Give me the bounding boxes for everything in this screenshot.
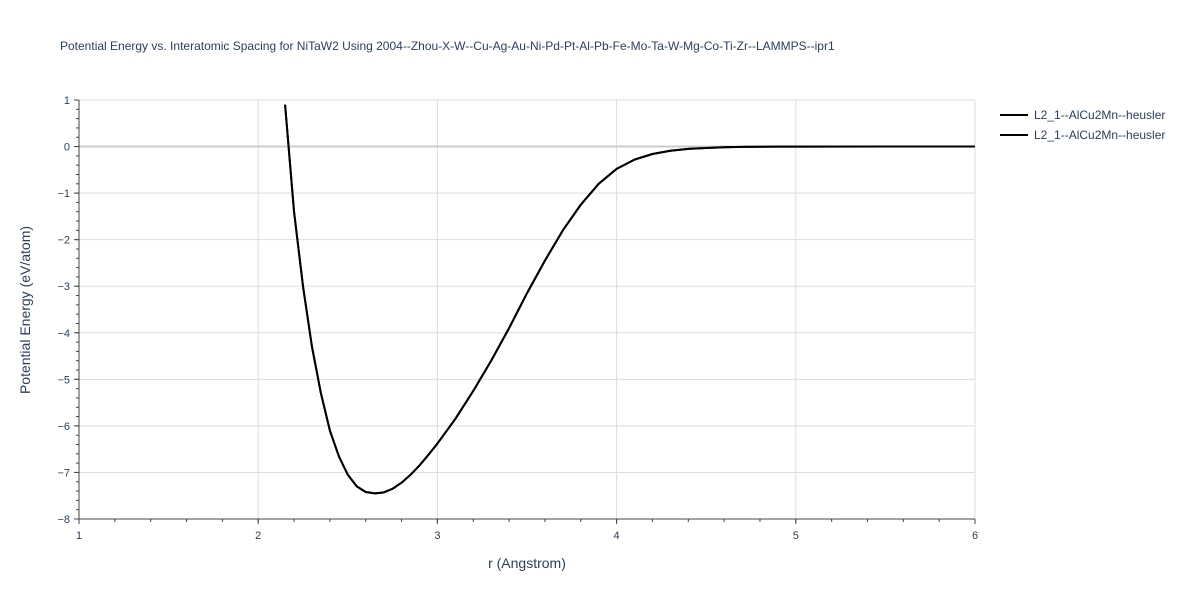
- y-tick-label: 1: [64, 95, 70, 107]
- legend-label-2: L2_1--AlCu2Mn--heusler: [1034, 128, 1165, 142]
- y-tick-label: −7: [57, 467, 70, 479]
- series-line-2: [284, 104, 975, 495]
- axes-layer: 1 2 3 4 5 6 1 0 −1 −2 −3 −4 −5 −6 −7 −8: [57, 95, 978, 542]
- x-tick-label: 1: [76, 530, 82, 542]
- x-axis-title: r (Angstrom): [488, 555, 566, 571]
- y-tick-label: −8: [57, 514, 70, 526]
- legend: L2_1--AlCu2Mn--heusler L2_1--AlCu2Mn--heu…: [1000, 108, 1165, 142]
- y-tick-label: −2: [57, 235, 70, 247]
- x-tick-label: 6: [972, 530, 978, 542]
- x-tick-label: 5: [793, 530, 799, 542]
- y-tick-label: −6: [57, 421, 70, 433]
- plot-area: [284, 104, 975, 495]
- x-tick-label: 2: [255, 530, 261, 542]
- chart-title: Potential Energy vs. Interatomic Spacing…: [60, 39, 835, 53]
- x-tick-label: 4: [614, 530, 620, 542]
- y-tick-label: −1: [57, 188, 70, 200]
- y-tick-label: −3: [57, 281, 70, 293]
- y-tick-label: 0: [64, 142, 70, 154]
- y-tick-label: −4: [57, 328, 70, 340]
- legend-label-1: L2_1--AlCu2Mn--heusler: [1034, 108, 1165, 122]
- y-tick-label: −5: [57, 374, 70, 386]
- grid-layer: [79, 99, 976, 519]
- x-tick-label: 3: [434, 530, 440, 542]
- y-axis-title: Potential Energy (eV/atom): [17, 226, 33, 394]
